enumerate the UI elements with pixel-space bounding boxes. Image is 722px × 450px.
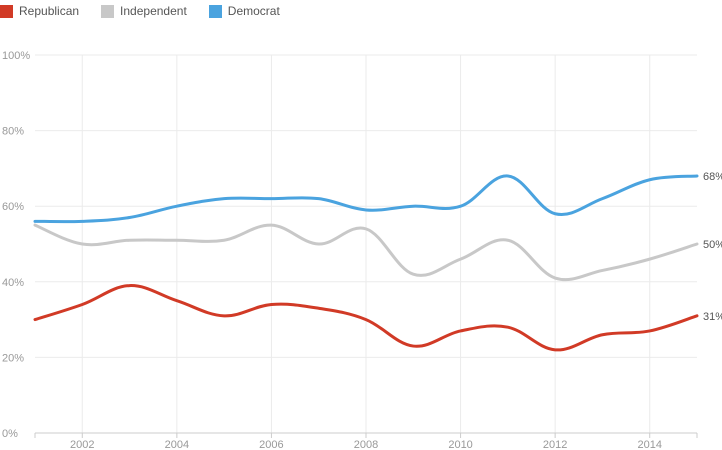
legend-swatch: [101, 4, 115, 18]
end-label-independent: 50%: [703, 239, 722, 251]
x-tick-label: 2012: [543, 439, 567, 450]
series-line-democrat: [33, 174, 699, 224]
x-tick-label: 2014: [637, 439, 661, 450]
y-tick-label: 40%: [2, 277, 24, 289]
y-tick-label: 100%: [2, 50, 30, 62]
x-tick-label: 2006: [259, 439, 283, 450]
legend-item-independent[interactable]: Independent: [101, 4, 187, 18]
end-label-republican: 31%: [703, 311, 722, 323]
chart-legend: Republican Independent Democrat: [0, 0, 302, 22]
x-tick-label: 2008: [354, 439, 378, 450]
y-tick-label: 80%: [2, 126, 24, 138]
chart-labels: 0% 20% 40% 60% 80% 100% 2002 2004 2006 2008 2010 20…: [2, 50, 722, 450]
legend-item-republican[interactable]: Republican: [0, 4, 79, 18]
y-tick-label: 60%: [2, 201, 24, 213]
chart-series-lines: [33, 174, 699, 352]
series-line-independent: [33, 223, 699, 282]
legend-swatch: [208, 4, 222, 18]
x-tick-label: 2010: [448, 439, 472, 450]
y-tick-label: 0%: [2, 428, 18, 440]
legend-label: Republican: [19, 4, 80, 18]
x-tick-label: 2002: [70, 439, 94, 450]
x-tick-label: 2004: [165, 439, 189, 450]
y-tick-label: 20%: [2, 352, 24, 364]
chart-grid: [35, 54, 697, 433]
series-line-republican: [33, 284, 699, 352]
end-label-democrat: 68%: [703, 171, 722, 183]
legend-label: Democrat: [227, 4, 280, 18]
legend-label: Independent: [120, 4, 187, 18]
chart-axes: [34, 432, 698, 438]
legend-item-democrat[interactable]: Democrat: [208, 4, 280, 18]
legend-swatch: [0, 4, 13, 18]
